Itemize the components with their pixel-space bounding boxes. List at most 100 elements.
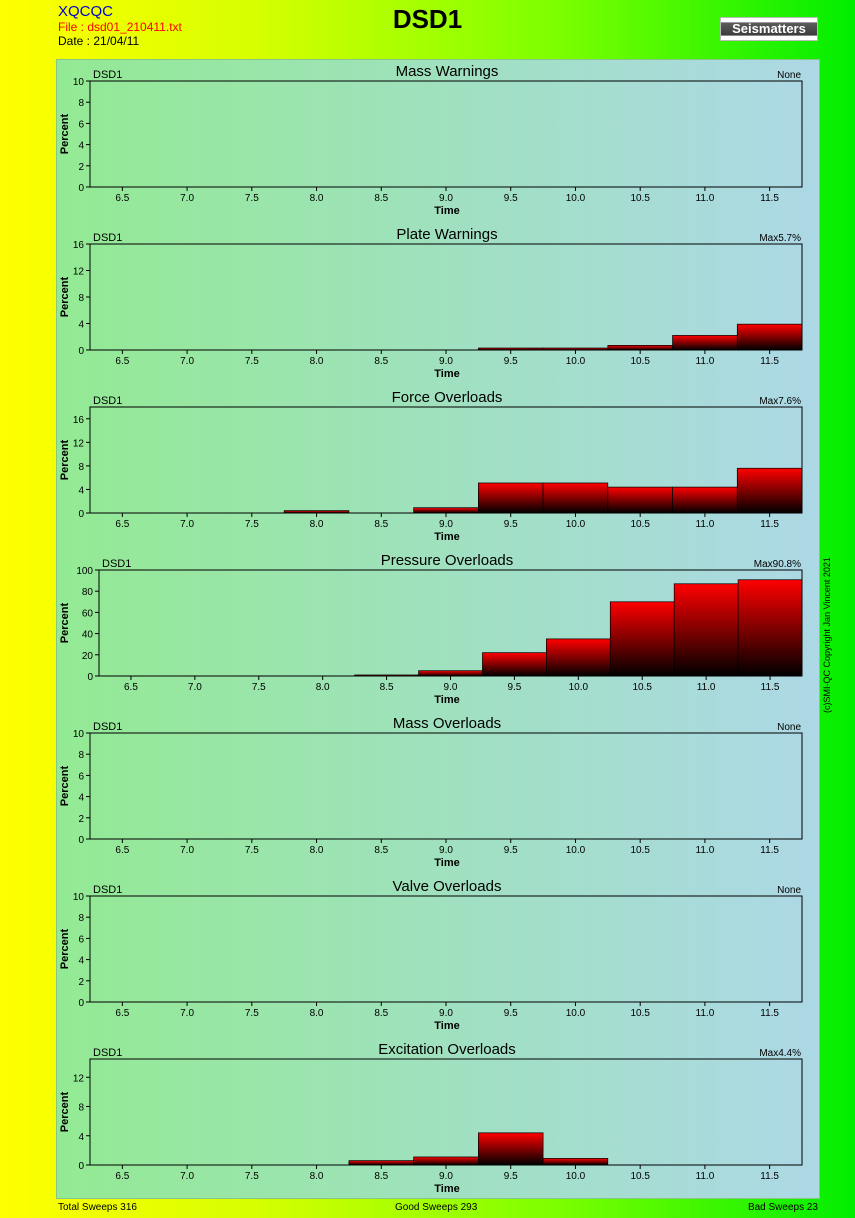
x-axis-label: Time xyxy=(434,1183,459,1195)
y-axis-label: Percent xyxy=(59,276,71,317)
x-tick-label: 7.5 xyxy=(245,845,259,856)
x-tick-label: 11.0 xyxy=(696,845,715,856)
y-axis-label: Percent xyxy=(59,602,71,643)
bad-sweeps: Bad Sweeps 23 xyxy=(747,1202,818,1213)
x-axis-label: Time xyxy=(434,531,459,543)
chart-title: Mass Overloads xyxy=(393,715,501,732)
plot-frame xyxy=(89,895,803,1003)
y-tick-label: 0 xyxy=(78,835,84,846)
x-tick-label: 10.5 xyxy=(632,682,652,693)
y-tick-label: 8 xyxy=(78,98,84,109)
y-axis-label: Percent xyxy=(59,1091,71,1132)
x-tick-label: 6.5 xyxy=(115,193,129,204)
company-logo: Seismatters xyxy=(720,17,818,41)
bar xyxy=(609,601,675,677)
y-tick-label: 6 xyxy=(78,934,84,945)
series-label: DSD1 xyxy=(93,69,122,81)
y-tick-label: 80 xyxy=(82,587,94,598)
bar xyxy=(607,486,673,514)
series-label: DSD1 xyxy=(102,558,131,570)
y-tick-label: 2 xyxy=(78,977,84,988)
x-tick-label: 11.5 xyxy=(760,356,779,367)
y-tick-label: 100 xyxy=(76,566,93,577)
x-tick-label: 10.5 xyxy=(630,1171,650,1182)
y-tick-label: 12 xyxy=(73,267,85,278)
x-tick-label: 10.5 xyxy=(630,193,650,204)
max-label: None xyxy=(777,722,801,733)
copyright-text: (c)SMI-QC Copyright Jan Vincent 2021 xyxy=(822,557,832,713)
x-tick-label: 8.5 xyxy=(374,356,388,367)
y-tick-label: 0 xyxy=(78,183,84,194)
bar xyxy=(546,638,611,677)
y-tick-label: 4 xyxy=(78,485,84,496)
x-tick-label: 11.0 xyxy=(696,519,715,530)
y-tick-label: 10 xyxy=(73,729,85,740)
bar xyxy=(736,467,803,514)
x-tick-label: 9.5 xyxy=(507,682,521,693)
max-label: Max90.8% xyxy=(754,559,801,570)
x-tick-label: 8.5 xyxy=(374,1171,388,1182)
y-tick-label: 20 xyxy=(82,651,94,662)
x-tick-label: 11.0 xyxy=(697,682,716,693)
x-axis-label: Time xyxy=(434,368,459,380)
page-title: DSD1 xyxy=(392,4,463,34)
x-tick-label: 7.0 xyxy=(180,1171,194,1182)
x-tick-label: 7.5 xyxy=(245,1008,259,1019)
y-tick-label: 40 xyxy=(82,630,94,641)
file-label: File : dsd01_210411.txt xyxy=(58,20,182,34)
x-tick-label: 11.5 xyxy=(761,682,780,693)
bar xyxy=(607,345,673,351)
x-tick-label: 8.0 xyxy=(310,845,324,856)
y-axis-label: Percent xyxy=(59,113,71,154)
date-label: Date : 21/04/11 xyxy=(58,34,140,48)
series-label: DSD1 xyxy=(93,1047,122,1059)
max-label: None xyxy=(777,70,801,81)
bar xyxy=(413,1156,479,1166)
y-axis-label: Percent xyxy=(59,928,71,969)
x-tick-label: 10.0 xyxy=(566,1008,586,1019)
x-tick-label: 10.0 xyxy=(566,356,586,367)
max-label: Max4.4% xyxy=(759,1048,801,1059)
y-tick-label: 60 xyxy=(82,608,94,619)
x-tick-label: 6.5 xyxy=(115,519,129,530)
y-tick-label: 0 xyxy=(87,672,93,683)
x-tick-label: 8.5 xyxy=(374,519,388,530)
x-axis-label: Time xyxy=(434,857,459,869)
x-tick-label: 10.5 xyxy=(630,519,650,530)
x-tick-label: 7.0 xyxy=(188,682,202,693)
y-tick-label: 8 xyxy=(78,1103,84,1114)
plot-frame xyxy=(89,243,803,351)
x-tick-label: 10.0 xyxy=(566,519,586,530)
x-tick-label: 10.0 xyxy=(566,193,586,204)
bar xyxy=(478,1132,544,1166)
x-tick-label: 11.5 xyxy=(760,1008,779,1019)
y-tick-label: 16 xyxy=(73,415,85,426)
bar xyxy=(478,482,544,514)
x-tick-label: 10.5 xyxy=(630,356,650,367)
bar xyxy=(348,1160,414,1166)
x-tick-label: 11.5 xyxy=(760,193,779,204)
max-label: Max5.7% xyxy=(759,233,801,244)
x-tick-label: 8.0 xyxy=(310,356,324,367)
x-tick-label: 9.0 xyxy=(439,193,453,204)
x-tick-label: 8.0 xyxy=(310,1171,324,1182)
x-tick-label: 8.5 xyxy=(374,845,388,856)
x-tick-label: 7.5 xyxy=(252,682,266,693)
y-tick-label: 12 xyxy=(73,1073,85,1084)
plot-frame xyxy=(89,1058,803,1166)
x-tick-label: 9.5 xyxy=(504,193,518,204)
y-tick-label: 8 xyxy=(78,462,84,473)
y-tick-label: 4 xyxy=(78,320,84,331)
y-tick-label: 8 xyxy=(78,913,84,924)
x-tick-label: 10.0 xyxy=(566,845,586,856)
max-label: None xyxy=(777,885,801,896)
series-label: DSD1 xyxy=(93,232,122,244)
x-tick-label: 11.0 xyxy=(696,1171,715,1182)
x-tick-label: 9.5 xyxy=(504,1171,518,1182)
y-tick-label: 4 xyxy=(78,1132,84,1143)
x-tick-label: 8.0 xyxy=(310,1008,324,1019)
y-tick-label: 4 xyxy=(78,141,84,152)
x-tick-label: 6.5 xyxy=(115,845,129,856)
x-tick-label: 6.5 xyxy=(115,1008,129,1019)
